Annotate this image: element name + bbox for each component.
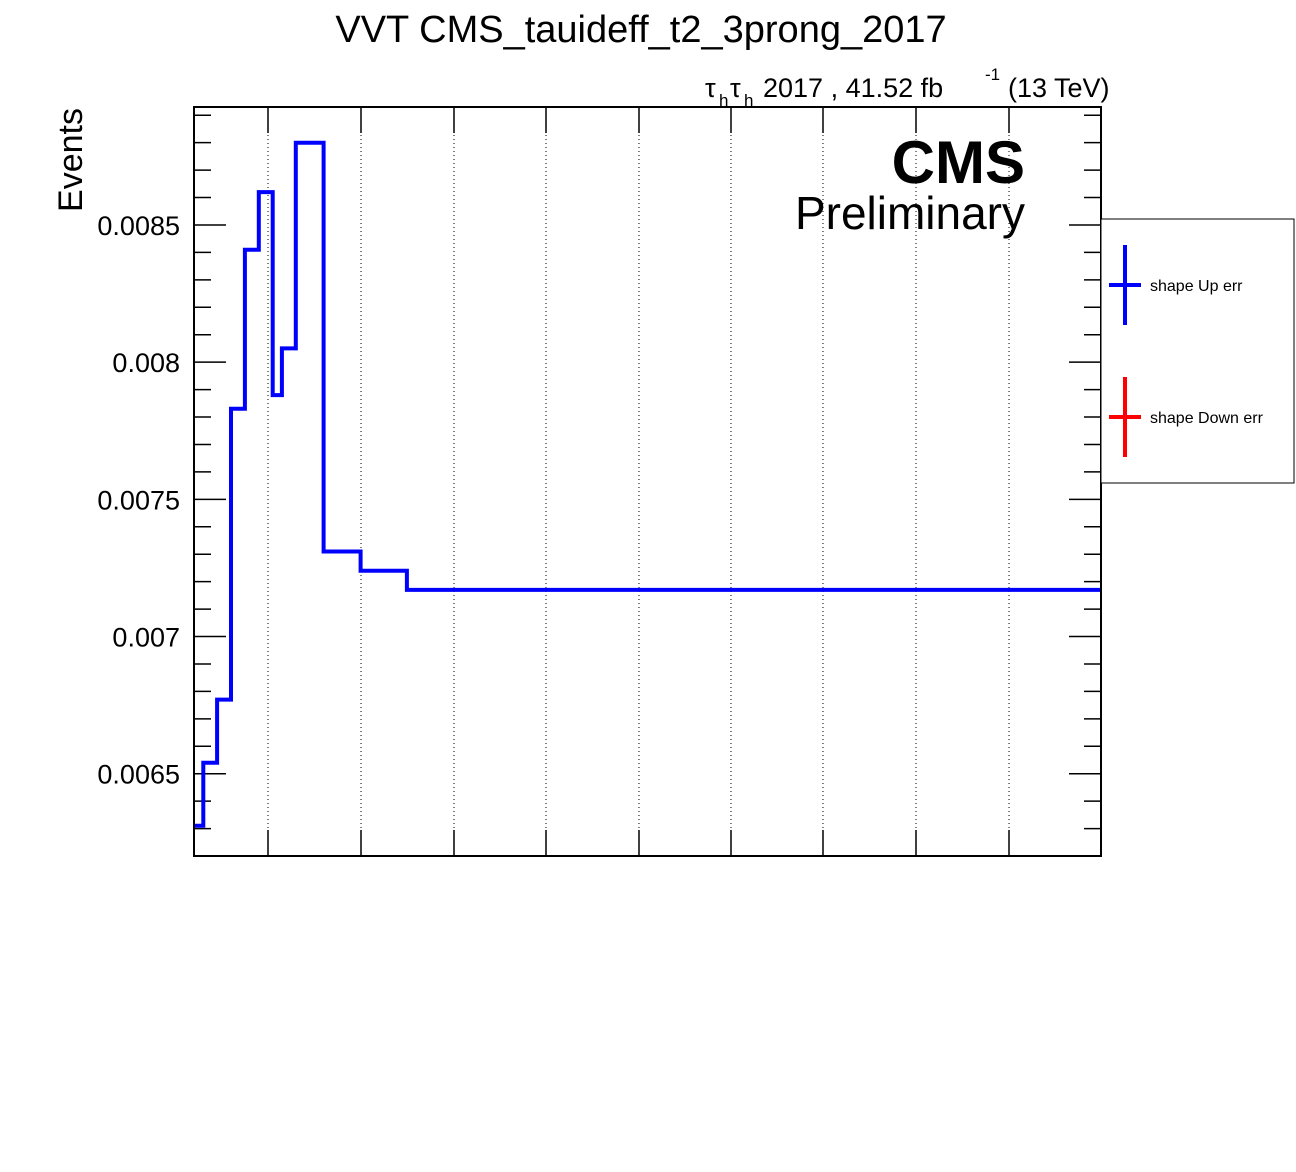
x-grid (267, 107, 1010, 856)
lumi-label: τ h τ h 2017 , 41.52 fb -1 (13 TeV) (705, 65, 1110, 110)
y-tick-label: 0.007 (112, 623, 180, 653)
series-group (194, 140, 1101, 828)
cms-label: CMS (892, 129, 1025, 196)
lumi-sup: -1 (985, 65, 1000, 84)
tau-symbol-2: τ (730, 73, 741, 103)
y-tick-label: 0.008 (112, 348, 180, 378)
cms-preliminary-label: Preliminary (795, 187, 1025, 239)
y-tick-label: 0.0065 (97, 760, 180, 790)
tau-sub-2: h (744, 91, 753, 110)
legend-entries: shape Up err shape Down err (1109, 245, 1264, 457)
tau-symbol-1: τ (705, 73, 716, 103)
legend-box (1100, 218, 1295, 484)
lumi-energy: (13 TeV) (1008, 73, 1110, 103)
legend-entry: shape Down err (1109, 377, 1264, 457)
chart-title: VVT CMS_tauideff_t2_3prong_2017 (335, 9, 946, 51)
y-tick-label: 0.0075 (97, 485, 180, 515)
legend-label: shape Down err (1150, 410, 1264, 427)
legend-label: shape Up err (1150, 278, 1243, 295)
tau-sub-1: h (719, 91, 728, 110)
legend: shape Up err shape Down err (1100, 218, 1295, 484)
lumi-text: 2017 , 41.52 fb (763, 73, 943, 103)
y-tick-label: 0.0085 (97, 211, 180, 241)
series-line-shape-up-err (194, 140, 1101, 828)
legend-entry: shape Up err (1109, 245, 1243, 325)
y-tick-labels: 0.0065 0.007 0.0075 0.008 0.0085 (97, 211, 180, 790)
y-axis-title: Events (52, 108, 90, 212)
